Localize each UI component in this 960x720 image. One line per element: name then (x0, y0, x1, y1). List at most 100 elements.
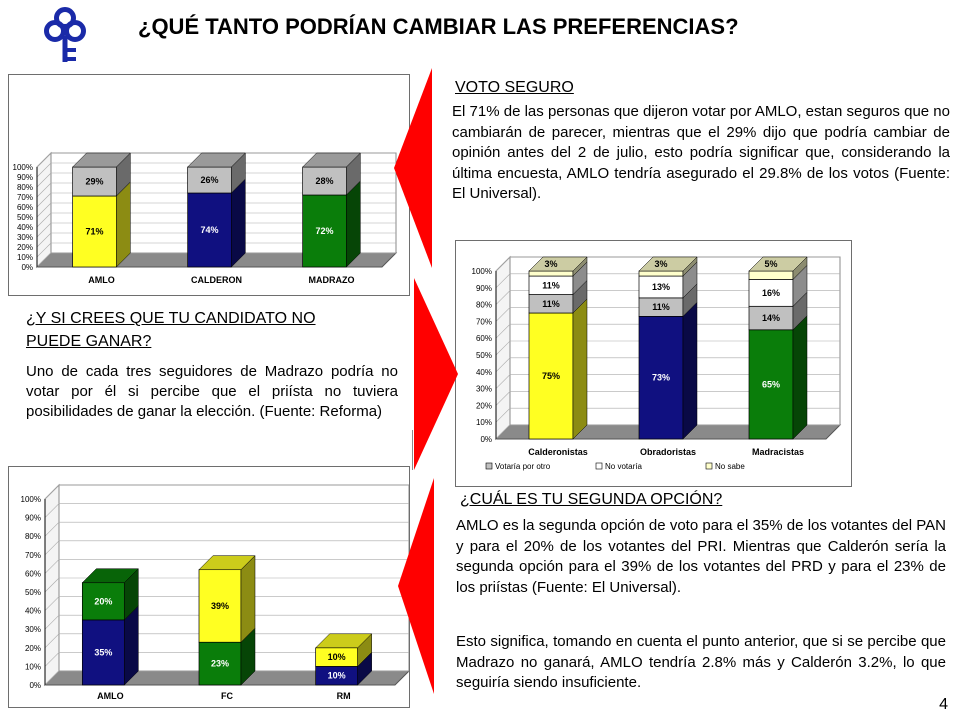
chart-voto-seguro: 0% 10% 20% 30% 40% 50% 60% 70% 80% 90% 100% 71% 29% A… (8, 74, 410, 296)
chart1-grid-side (36, 172, 52, 188)
chart1-grid-side (36, 152, 52, 168)
chart2-data-label: 5% (764, 259, 777, 269)
chart1-y-tick-label: 20% (17, 243, 33, 252)
chart3-bar-1-side-1 (240, 555, 256, 643)
chart1-grid-side (36, 192, 52, 208)
chart2-bar-2-top (748, 256, 808, 272)
chart3-data-label: 10% (328, 671, 346, 681)
chart2-grid-side (495, 307, 511, 322)
chart1-grid-side (36, 212, 52, 228)
chart3-bar-0-top (81, 568, 139, 583)
chart2-y-tick-label: 50% (476, 351, 492, 360)
chart1-category-label: AMLO (88, 275, 115, 285)
chart1-y-tick-label: 10% (17, 253, 33, 262)
chart2-y-tick-label: 90% (476, 284, 492, 293)
chart2-bar-1-top (638, 256, 698, 272)
chart3-bar-2-top (315, 633, 373, 649)
chart1-bar-2-seg-1 (302, 166, 347, 196)
chart2-grid-side (495, 340, 511, 356)
chart1-bar-1-seg-0 (187, 192, 232, 268)
chart2-bar-0-side-0 (572, 298, 588, 440)
chart2-y-tick-label: 20% (476, 401, 492, 410)
segunda-opcion-heading: ¿CUÁL ES TU SEGUNDA OPCIÓN? (460, 491, 723, 508)
chart2-grid-side (495, 407, 511, 423)
chart2-legend-entry: No sabe (715, 462, 745, 471)
chart3-data-label: 10% (328, 652, 346, 662)
chart3-grid-side (44, 614, 60, 630)
divider-line (412, 430, 413, 470)
chart3-bar-0-seg-0 (81, 619, 125, 686)
chart3-grid-side (44, 540, 60, 556)
chart2-bar-0-top (528, 256, 588, 272)
chart3-grid-side (44, 633, 60, 649)
chart1-y-tick-label: 40% (17, 223, 33, 232)
chart2-y-tick-label: 10% (476, 418, 492, 427)
chart2-legend-swatch (595, 462, 603, 470)
chart1-grid-side (36, 232, 52, 248)
chart3-y-tick-label: 10% (25, 662, 41, 671)
chart2-bar-2-seg-2 (748, 279, 794, 307)
chart3-y-tick-label: 90% (25, 514, 41, 523)
chart2-y-tick-label: 40% (476, 368, 492, 377)
chart2-y-tick-label: 70% (476, 317, 492, 326)
chart-preferencias: 0% 10% 20% 30% 40% 50% 60% 70% 80% 90% 100% 75% 11% 1… (455, 240, 852, 487)
arrow-right-2-icon (414, 278, 458, 470)
chart2-data-label: 16% (762, 288, 780, 298)
chart2-y-tick-label: 30% (476, 385, 492, 394)
chart1-grid-side (36, 162, 52, 178)
segunda-opcion-text-1: AMLO es la segunda opción de voto para e… (456, 517, 946, 596)
chart2-bar-0-seg-3 (528, 270, 574, 277)
chart1-y-tick-label: 100% (13, 163, 33, 172)
chart2-legend-entry: No votaría (605, 462, 642, 471)
chart2-bar-1-seg-3 (638, 270, 684, 277)
chart2-bar-2-seg-3 (748, 270, 794, 280)
chart3-grid-side (44, 559, 60, 574)
chart1-data-label: 29% (85, 177, 103, 187)
chart-voto-seguro-svg: 0%10%20%30%40%50%60%70%80%90%100% 71% 29% A… (13, 151, 398, 285)
chart2-grid-side (495, 391, 511, 406)
chart3-y-tick-label: 40% (25, 607, 41, 616)
chart2-grid-side (495, 374, 511, 389)
chart1-bar-2-top (302, 152, 361, 168)
chart1-data-label: 26% (200, 175, 218, 185)
chart1-bar-0-seg-1 (72, 166, 117, 197)
chart1-grid-side (36, 242, 52, 258)
chart1-y-tick-label: 0% (21, 263, 33, 272)
chart3-bar-0-seg-1 (81, 582, 125, 621)
voto-seguro-text: El 71% de las personas que dijeron votar… (452, 103, 950, 202)
chart2-data-label: 11% (652, 302, 670, 312)
chart1-y-tick-label: 30% (17, 233, 33, 242)
chart2-legend-swatch (485, 462, 493, 470)
chart3-grid-side (44, 652, 60, 667)
arrow-left-1-icon (394, 68, 432, 268)
chart2-grid-side (495, 424, 511, 440)
chart2-data-label: 11% (542, 280, 560, 290)
segunda-opcion-text-2: Esto significa, tomando en cuenta el pun… (456, 633, 946, 691)
chart2-category-label: Calderonistas (528, 447, 588, 457)
no-puede-ganar-heading-2: PUEDE GANAR? (26, 333, 152, 350)
chart3-data-label: 20% (94, 596, 112, 606)
chart1-bar-0-top (72, 152, 131, 168)
chart1-y-tick-label: 50% (17, 213, 33, 222)
no-puede-ganar-text: Uno de cada tres seguidores de Madrazo p… (26, 363, 398, 420)
chart1-data-label: 71% (85, 227, 103, 237)
chart3-y-tick-label: 50% (25, 588, 41, 597)
chart3-grid-side (44, 670, 60, 686)
chart1-bar-1-top (187, 152, 246, 168)
chart2-data-label: 14% (762, 313, 780, 323)
chart3-category-label: FC (221, 691, 233, 701)
page-title: ¿QUÉ TANTO PODRÍAN CAMBIAR LAS PREFERENC… (138, 14, 739, 39)
chart2-data-label: 3% (544, 259, 557, 269)
chart2-category-label: Obradoristas (640, 447, 696, 457)
chart2-grid-side (495, 357, 511, 373)
chart1-category-label: MADRAZO (309, 275, 355, 285)
chart1-y-tick-label: 80% (17, 183, 33, 192)
chart1-data-label: 72% (315, 226, 333, 236)
chart2-bar-1-seg-0 (638, 316, 684, 440)
chart2-y-tick-label: 80% (476, 301, 492, 310)
chart3-grid-side (44, 521, 60, 537)
key-logo-icon (44, 7, 86, 62)
chart2-grid-side (495, 273, 511, 289)
chart2-data-label: 73% (652, 373, 670, 383)
chart3-category-label: RM (337, 691, 351, 701)
